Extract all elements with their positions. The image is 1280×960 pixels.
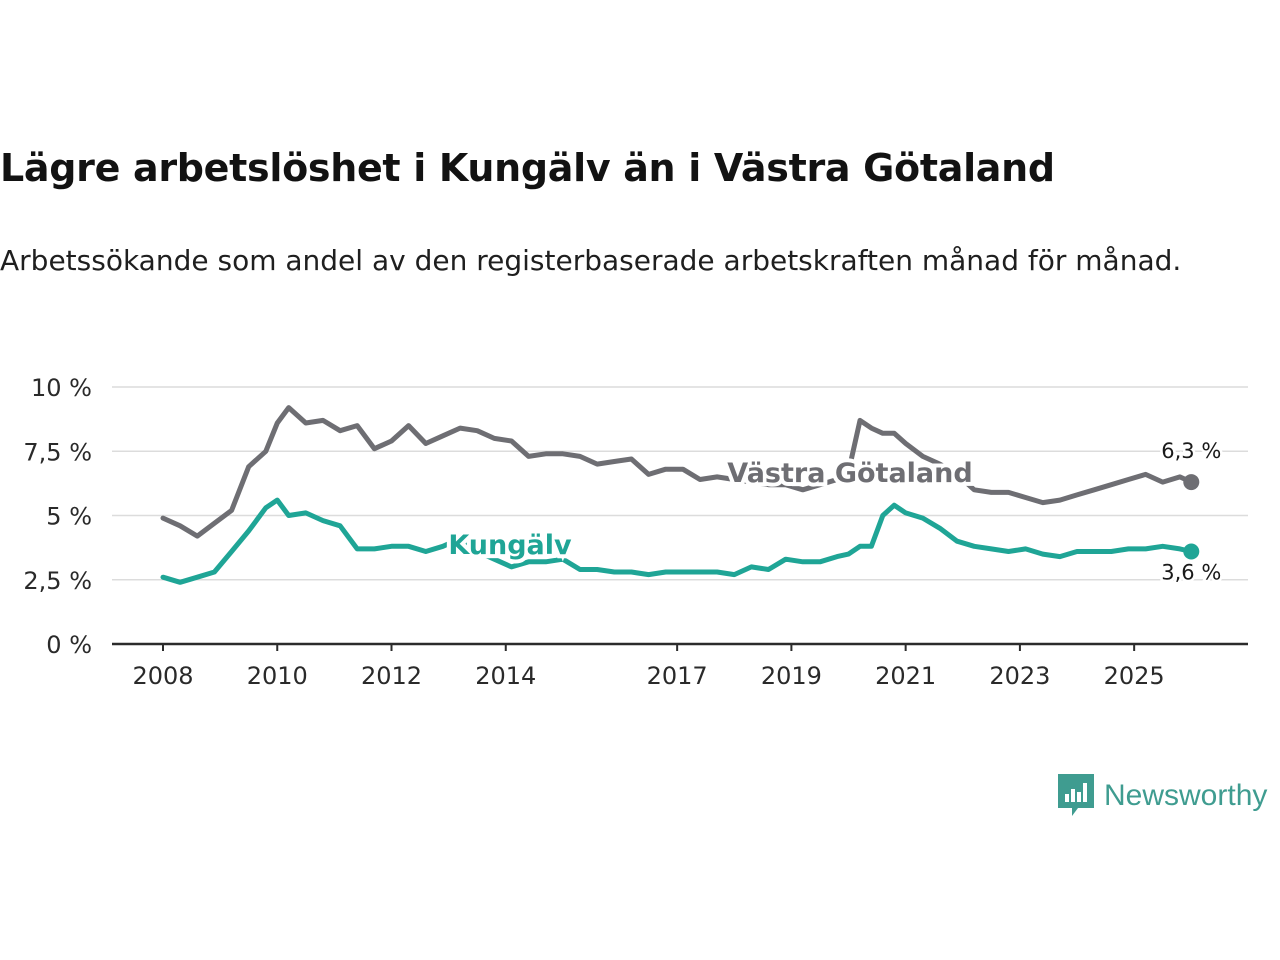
x-tick-label: 2014 [475,662,536,690]
y-tick-label: 7,5 % [23,438,92,466]
series-label-kungalv: Kungälv [448,530,572,561]
y-tick-label: 0 % [46,631,92,659]
brand-logo: Newsworthy [1058,774,1267,818]
x-tick-label: 2008 [132,662,193,690]
series-label-vastra-gotaland: Västra Götaland [727,458,972,489]
y-tick-label: 5 % [46,503,92,531]
line-chart: 0 % 2,5 % 5 % 7,5 % 10 % 2008 2010 2012 2014 2017… [23,374,1248,690]
chart-subtitle: Arbetssökande som andel av den registerb… [0,244,1182,277]
series-line-kungalv [160,497,1194,585]
y-tick-label: 10 % [31,374,92,402]
series-end-value-label: 3,6 % [1161,560,1221,584]
series-end-point [1183,543,1200,560]
brand-name: Newsworthy [1104,779,1268,812]
x-tick-label: 2019 [761,662,822,690]
chart-title: Lägre arbetslöshet i Kungälv än i Västra… [0,146,1055,190]
series-line-vastra-gotaland [160,405,1194,539]
x-tick-label: 2017 [647,662,708,690]
newsworthy-logo-icon [1058,774,1094,816]
series-end-value-label: 6,3 % [1161,439,1221,463]
x-tick-label: 2010 [247,662,308,690]
series-end-point [1183,474,1200,491]
x-tick-label: 2023 [989,662,1050,690]
y-tick-label: 2,5 % [23,567,92,595]
x-tick-label: 2025 [1104,662,1165,690]
x-tick-label: 2012 [361,662,422,690]
x-tick-label: 2021 [875,662,936,690]
